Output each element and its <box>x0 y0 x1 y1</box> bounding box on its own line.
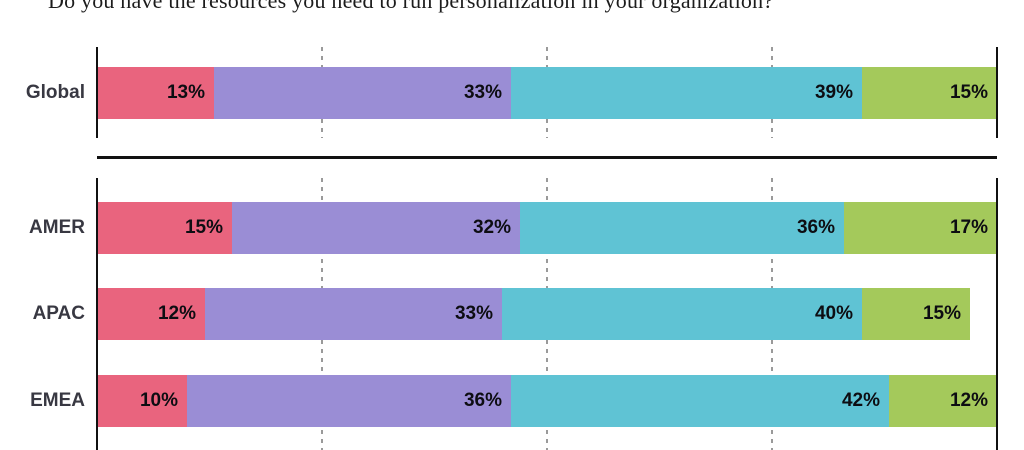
segment-value: 15% <box>922 303 961 324</box>
bar-segment: 42% <box>511 375 889 427</box>
segment-value: 40% <box>814 303 853 324</box>
segment-value: 12% <box>157 303 196 324</box>
regional-chart: AMER 15% 32% 36% 17% APAC 12% 33% 40% 15… <box>29 178 998 450</box>
bar-segment: 36% <box>520 202 844 254</box>
bar-segment: 13% <box>97 67 214 119</box>
bar-segment: 17% <box>844 202 997 254</box>
chart-divider <box>97 156 997 159</box>
segment-value: 39% <box>814 82 853 103</box>
stacked-bar: 10% 36% 42% 12% <box>97 375 997 427</box>
category-label: EMEA <box>30 390 85 411</box>
category-label: Global <box>25 82 85 103</box>
bar-row-apac: APAC 12% 33% 40% 15% <box>33 288 997 340</box>
bar-segment: 12% <box>889 375 997 427</box>
segment-value: 15% <box>184 217 223 238</box>
stacked-bar: 13% 33% 39% 15% <box>97 67 997 119</box>
bar-segment: 10% <box>97 375 187 427</box>
bar-row-global: Global 13% 33% 39% 15% <box>26 67 997 119</box>
bar-segment: 33% <box>205 288 502 340</box>
segment-value: 13% <box>166 82 205 103</box>
segment-value: 10% <box>139 390 178 411</box>
segment-value: 42% <box>841 390 880 411</box>
bar-segment: 32% <box>232 202 520 254</box>
bar-segment: 15% <box>862 288 970 340</box>
segment-value: 33% <box>463 82 502 103</box>
category-label: APAC <box>32 303 85 324</box>
segment-value: 15% <box>949 82 988 103</box>
bar-segment: 39% <box>511 67 862 119</box>
segment-value: 36% <box>463 390 502 411</box>
bar-segment: 33% <box>214 67 511 119</box>
segment-value: 17% <box>949 217 988 238</box>
stacked-bar: 12% 33% 40% 15% <box>97 288 997 340</box>
right-axis-line <box>996 47 998 138</box>
bar-row-emea: EMEA 10% 36% 42% 12% <box>30 375 997 427</box>
bar-segment: 40% <box>502 288 862 340</box>
global-chart: Global 13% 33% 39% 15% <box>26 47 998 138</box>
segment-value: 36% <box>796 217 835 238</box>
segment-value: 12% <box>949 390 988 411</box>
right-axis-line <box>996 178 998 450</box>
bar-row-amer: AMER 15% 32% 36% 17% <box>29 202 997 254</box>
left-axis-line <box>96 47 98 138</box>
bar-segment: 36% <box>187 375 511 427</box>
bar-segment: 12% <box>97 288 205 340</box>
segment-value: 32% <box>472 217 511 238</box>
stacked-bar: 15% 32% 36% 17% <box>97 202 997 254</box>
left-axis-line <box>96 178 98 450</box>
segment-value: 33% <box>454 303 493 324</box>
bar-segment: 15% <box>862 67 997 119</box>
category-label: AMER <box>29 217 85 238</box>
bar-segment: 15% <box>97 202 232 254</box>
chart-title: Do you have the resources you need to ru… <box>48 0 774 13</box>
